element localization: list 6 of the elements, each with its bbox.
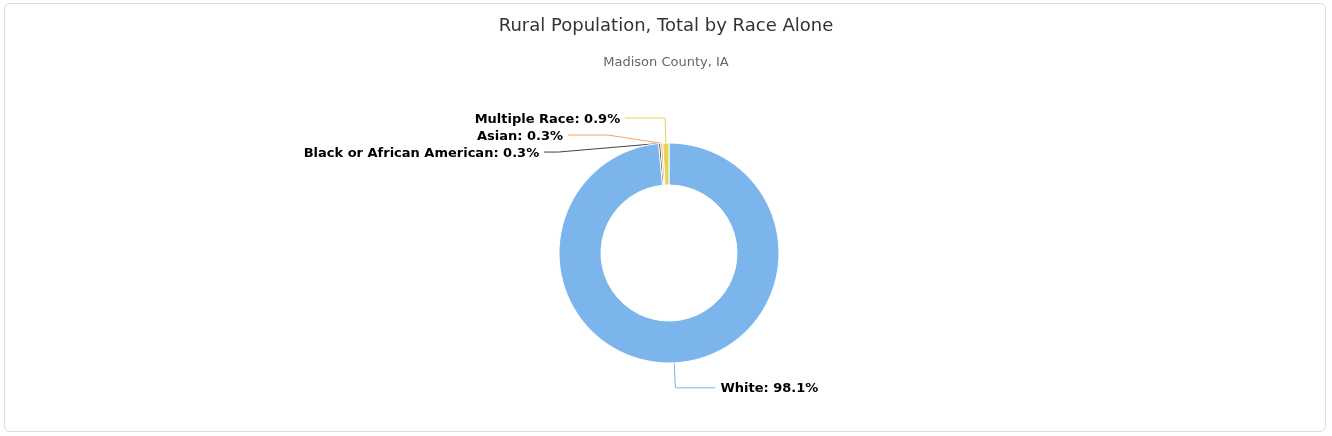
chart-title: Rural Population, Total by Race Alone — [498, 13, 834, 35]
chart-subtitle: Madison County, IA — [603, 54, 729, 69]
slice-label: Black or African American: 0.3% — [303, 144, 540, 160]
slice-label: Multiple Race: 0.9% — [474, 110, 621, 126]
slice-label: White: 98.1% — [720, 380, 819, 396]
slice-label: Asian: 0.3% — [476, 127, 563, 143]
